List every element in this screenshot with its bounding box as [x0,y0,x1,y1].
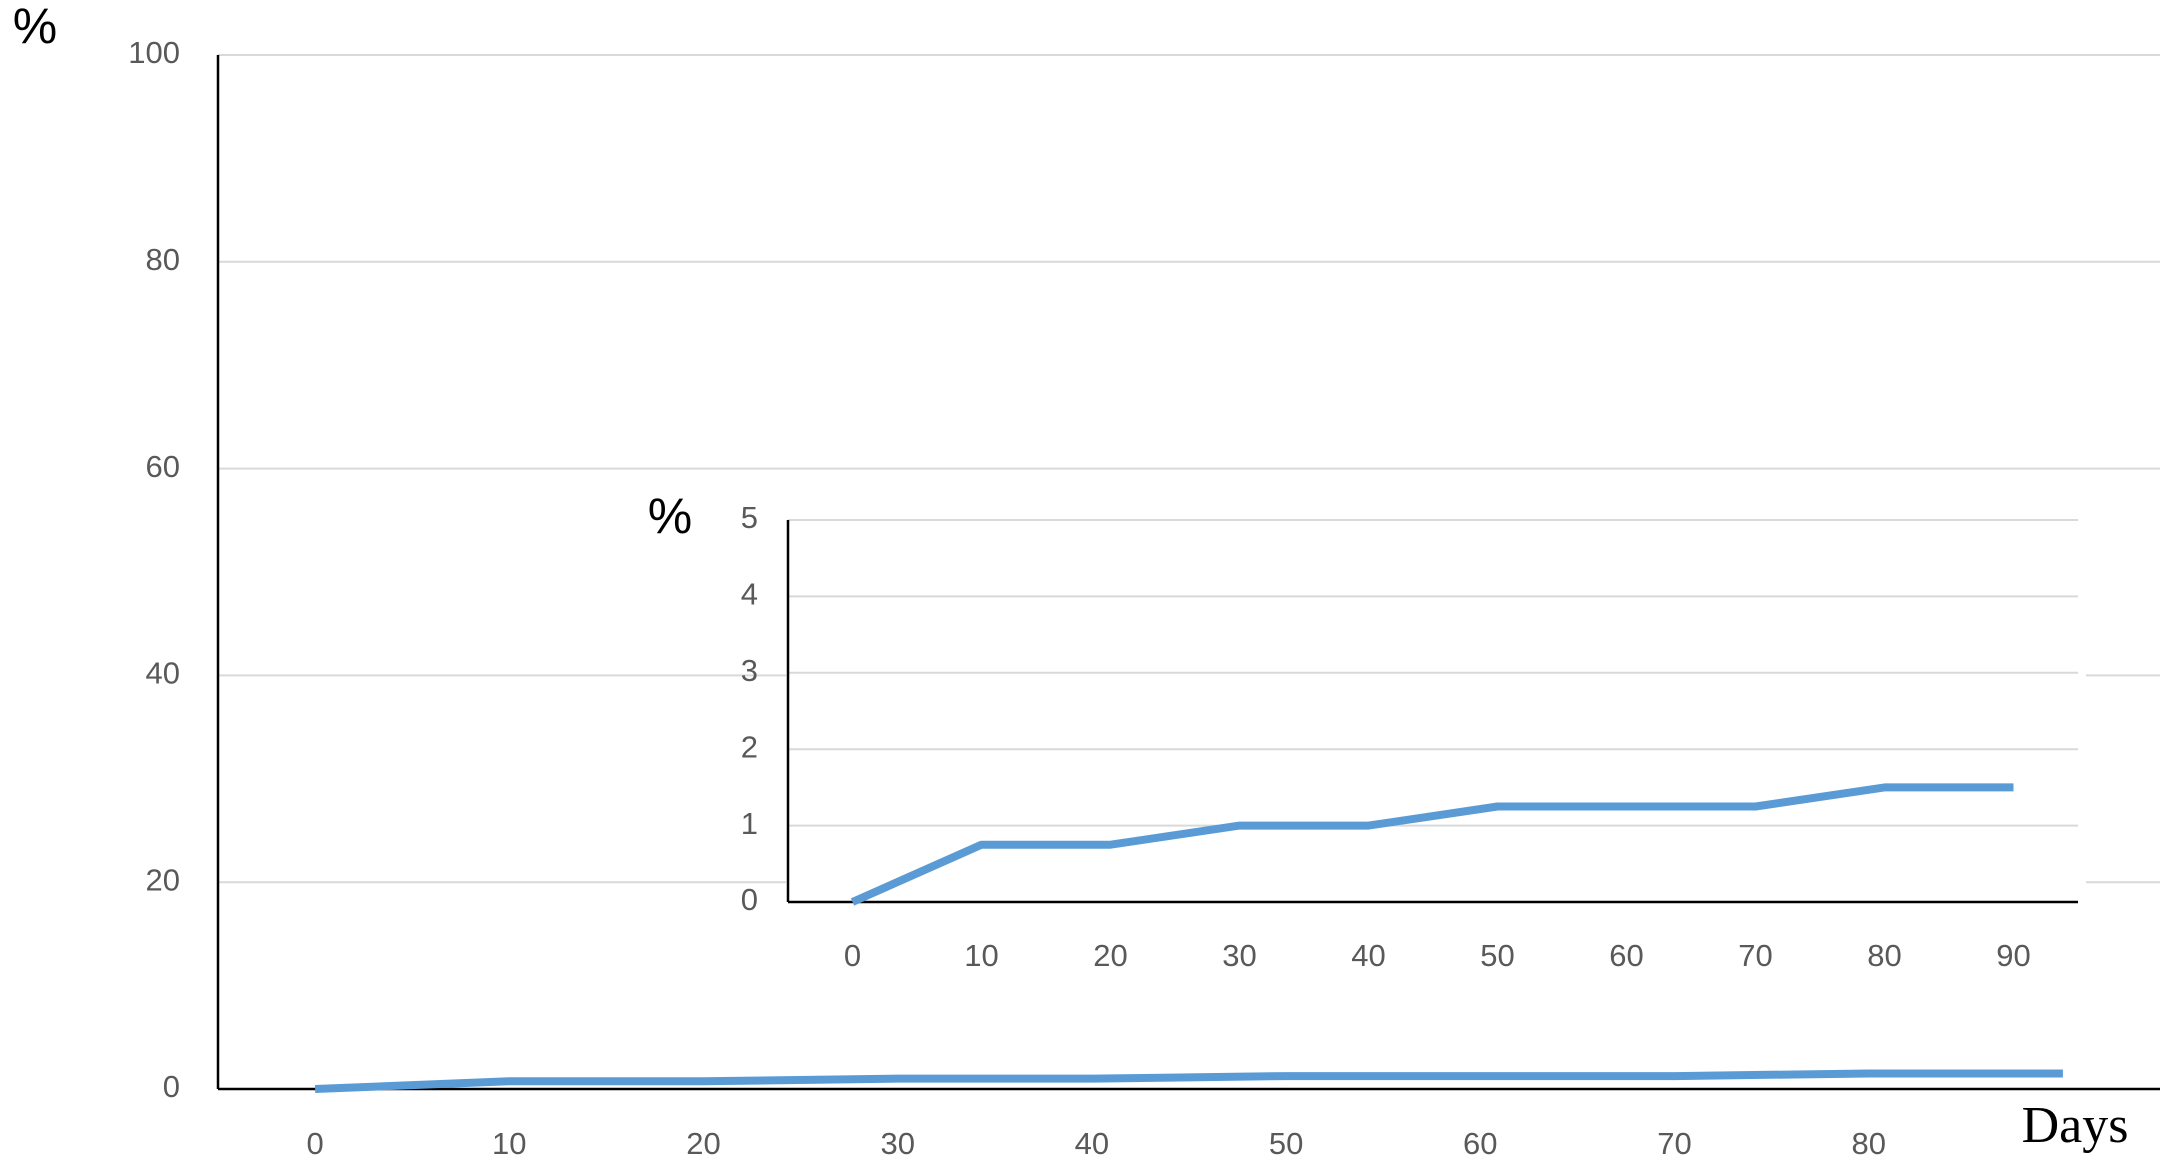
x-tick-label: 10 [964,938,998,973]
x-tick-label: 20 [1093,938,1127,973]
inset-background [786,510,2086,972]
y-tick-label: 100 [128,35,180,70]
y-axis-label: % [648,488,692,544]
x-tick-label: 70 [1738,938,1772,973]
x-tick-label: 50 [1269,1126,1303,1161]
y-tick-label: 20 [146,862,180,897]
x-axis-label: Days [2022,1097,2129,1154]
y-axis-label: % [13,0,57,54]
y-tick-label: 0 [741,882,758,917]
y-tick-label: 2 [741,729,758,764]
x-tick-label: 90 [1996,938,2030,973]
data-line [850,783,2014,906]
x-tick-label: 50 [1480,938,1514,973]
x-tick-label: 80 [1851,1126,1885,1161]
y-tick-label: 1 [741,806,758,841]
y-tick-label: 0 [163,1069,180,1104]
x-tick-label: 40 [1075,1126,1109,1161]
y-tick-label: 5 [741,500,758,535]
x-tick-label: 30 [880,1126,914,1161]
y-tick-label: 80 [146,242,180,277]
x-tick-label: 20 [686,1126,720,1161]
y-tick-label: 3 [741,653,758,688]
y-tick-label: 60 [146,449,180,484]
x-tick-label: 40 [1351,938,1385,973]
x-tick-label: 0 [306,1126,323,1161]
x-tick-label: 60 [1463,1126,1497,1161]
x-tick-label: 60 [1609,938,1643,973]
y-tick-label: 40 [146,656,180,691]
x-tick-label: 0 [844,938,861,973]
data-line [314,1069,2063,1093]
x-tick-label: 10 [492,1126,526,1161]
x-tick-label: 80 [1867,938,1901,973]
x-tick-label: 70 [1657,1126,1691,1161]
y-tick-label: 4 [741,577,758,612]
x-tick-label: 30 [1222,938,1256,973]
